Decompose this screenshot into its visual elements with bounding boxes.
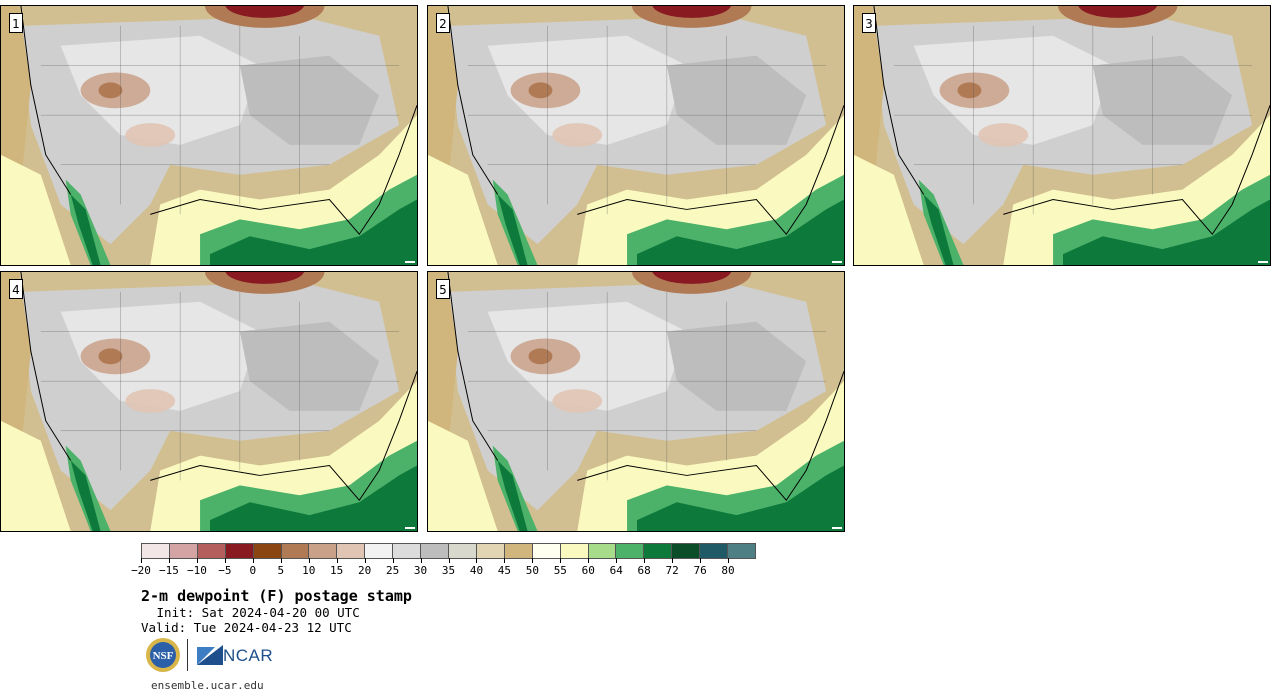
colorbar-tick-label: −10: [186, 564, 207, 577]
colorbar-tick-label: 10: [302, 564, 316, 577]
colorbar-tick-label: 15: [330, 564, 344, 577]
colorbar-tick: [392, 558, 394, 563]
ensemble-member-panel-2: 2: [427, 5, 845, 266]
footer-url: ensemble.ucar.edu: [151, 679, 264, 692]
colorbar-swatch: [532, 544, 561, 558]
colorbar-swatch: [588, 544, 617, 558]
colorbar-tick-label: 60: [581, 564, 595, 577]
colorbar-tick-label: 45: [497, 564, 512, 577]
colorbar-swatch: [476, 544, 505, 558]
colorbar-tick: [168, 558, 170, 563]
colorbar-swatch: [644, 544, 673, 558]
colorbar-swatch: [309, 544, 338, 558]
colorbar-ticks: [141, 558, 756, 564]
colorbar-swatch: [169, 544, 198, 558]
colorbar-tick-label: 20: [358, 564, 372, 577]
ensemble-member-panel-3: 3: [853, 5, 1271, 266]
colorbar-tick-label: 25: [385, 564, 400, 577]
valid-time: Valid: Tue 2024-04-23 12 UTC: [141, 620, 352, 635]
ncar-mark-icon: [197, 645, 223, 665]
colorbar-tick: [700, 558, 702, 563]
dewpoint-map: [854, 6, 1270, 265]
colorbar-tick: [644, 558, 646, 563]
colorbar-tick: [196, 558, 198, 563]
colorbar-tick: [308, 558, 310, 563]
ensemble-member-panel-4: 4: [0, 271, 418, 532]
svg-text:NSF: NSF: [153, 650, 174, 662]
colorbar-swatch: [504, 544, 533, 558]
colorbar-tick-label: 35: [441, 564, 456, 577]
colorbar-tick-label: 80: [721, 564, 735, 577]
colorbar-tick-labels: −20 −15 −10 −5 0 5 10 15 20 25 30 35 40 45 50 55 60 64 68 7…: [131, 564, 756, 578]
map-scale-mark: [832, 261, 842, 263]
colorbar-swatch: [281, 544, 310, 558]
colorbar-swatch: [672, 544, 701, 558]
panel-number-label: 2: [436, 13, 450, 33]
colorbar-swatch: [365, 544, 394, 558]
colorbar-swatch: [616, 544, 645, 558]
colorbar-tick: [364, 558, 366, 563]
colorbar-swatch: [225, 544, 254, 558]
map-scale-mark: [405, 261, 415, 263]
logo-divider: [187, 639, 188, 671]
colorbar-tick-label: 64: [609, 564, 623, 577]
colorbar-tick: [280, 558, 282, 563]
colorbar-swatch: [421, 544, 449, 558]
nsf-logo: NSF: [146, 638, 180, 672]
colorbar-tick-label: 76: [693, 564, 707, 577]
colorbar-swatch: [560, 544, 589, 558]
colorbar-tick: [504, 558, 506, 563]
colorbar-tick-label: 72: [665, 564, 679, 577]
colorbar-swatch: [337, 544, 366, 558]
colorbar: [141, 543, 756, 559]
panel-number-label: 5: [436, 279, 450, 299]
logos: NSF NCAR: [145, 637, 275, 675]
map-scale-mark: [405, 527, 415, 529]
colorbar-tick: [420, 558, 422, 563]
colorbar-tick: [616, 558, 618, 563]
ncar-logo-text: NCAR: [223, 646, 274, 665]
colorbar-tick: [224, 558, 226, 563]
dewpoint-map: [428, 272, 844, 531]
dewpoint-map: [1, 272, 417, 531]
colorbar-swatch: [728, 544, 755, 558]
colorbar-tick-label: 30: [413, 564, 428, 577]
map-scale-mark: [1258, 261, 1268, 263]
colorbar-swatch: [448, 544, 477, 558]
init-time: Init: Sat 2024-04-20 00 UTC: [149, 605, 360, 620]
panel-number-label: 1: [9, 13, 23, 33]
colorbar-tick-label: 55: [553, 564, 567, 577]
page-title: 2-m dewpoint (F) postage stamp: [141, 587, 412, 605]
colorbar-tick-label: 50: [525, 564, 539, 577]
panel-number-label: 4: [9, 279, 23, 299]
colorbar-tick: [588, 558, 590, 563]
colorbar-swatch: [253, 544, 282, 558]
colorbar-tick: [448, 558, 450, 563]
colorbar-tick-label: 0: [249, 564, 257, 577]
dewpoint-map: [1, 6, 417, 265]
colorbar-tick-label: 5: [277, 564, 285, 577]
colorbar-swatch: [700, 544, 729, 558]
panel-number-label: 3: [862, 13, 876, 33]
colorbar-tick: [141, 558, 142, 563]
colorbar-tick-label: −5: [218, 564, 232, 577]
colorbar-tick: [728, 558, 730, 563]
colorbar-tick: [532, 558, 534, 563]
map-scale-mark: [832, 527, 842, 529]
colorbar-tick: [672, 558, 674, 563]
colorbar-tick-label: 40: [469, 564, 484, 577]
colorbar-tick: [336, 558, 338, 563]
ensemble-member-panel-5: 5: [427, 271, 845, 532]
ensemble-member-panel-1: 1: [0, 5, 418, 266]
colorbar-tick-label: −15: [159, 564, 179, 577]
colorbar-tick: [252, 558, 254, 563]
colorbar-tick-label: −20: [131, 564, 151, 577]
colorbar-swatch: [393, 544, 422, 558]
colorbar-tick: [560, 558, 562, 563]
dewpoint-map: [428, 6, 844, 265]
colorbar-swatch: [142, 544, 170, 558]
colorbar-swatch: [197, 544, 226, 558]
colorbar-tick-label: 68: [637, 564, 651, 577]
colorbar-tick: [476, 558, 478, 563]
